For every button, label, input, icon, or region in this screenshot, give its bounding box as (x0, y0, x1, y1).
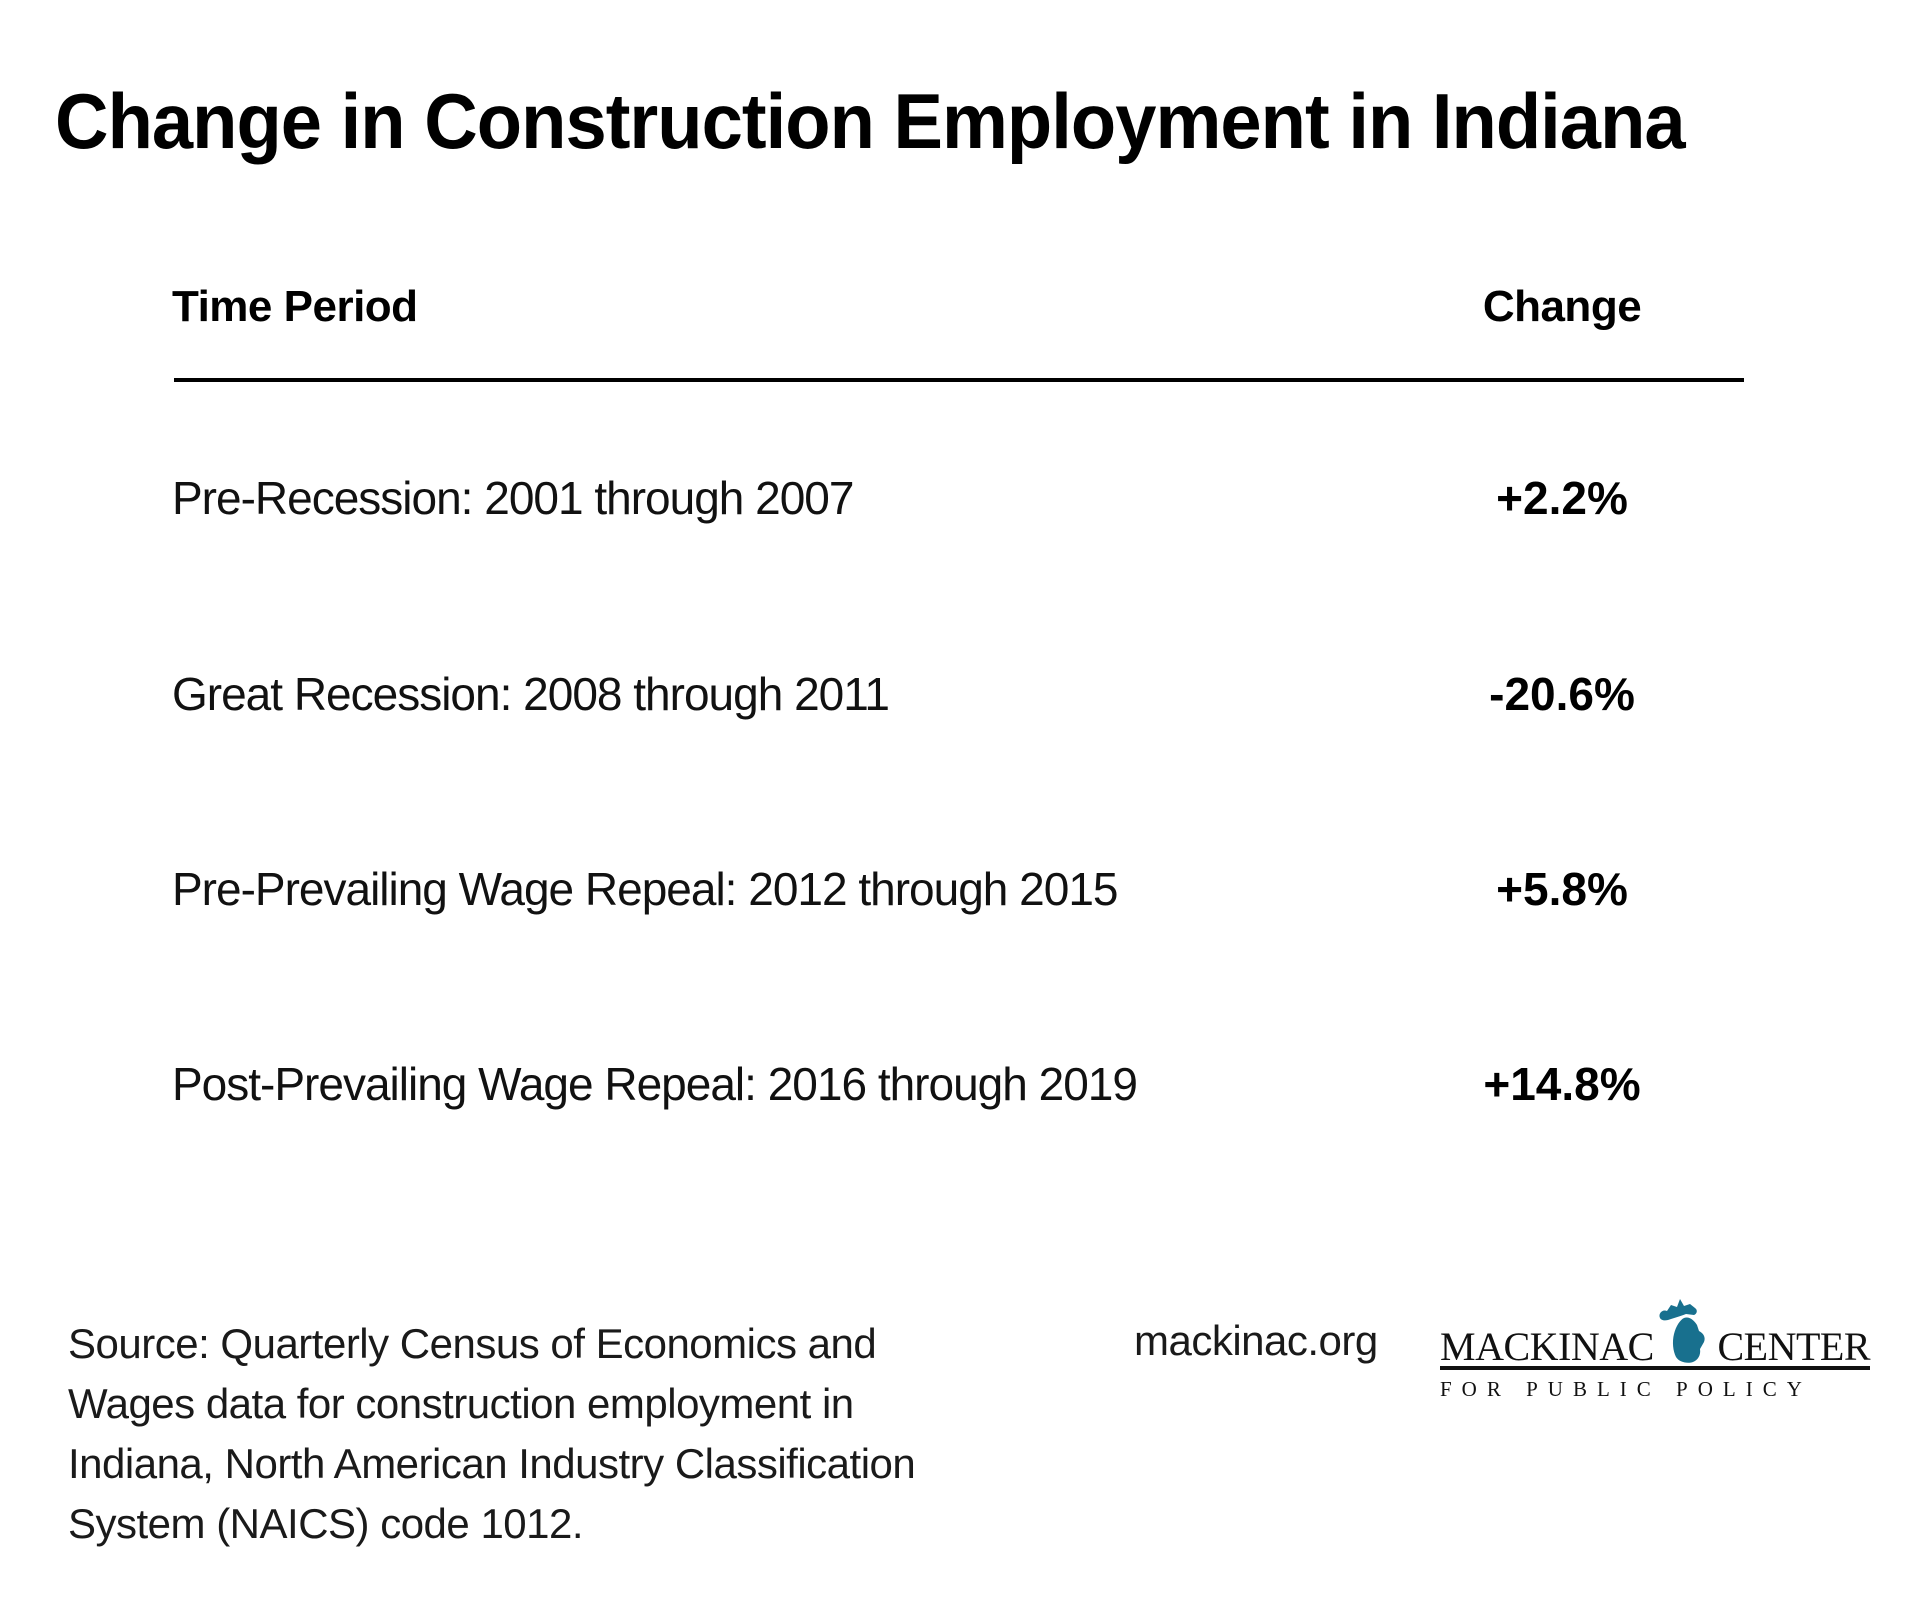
website-url: mackinac.org (1134, 1317, 1378, 1364)
column-header-time-period: Time Period (172, 282, 418, 331)
column-header-change: Change (1482, 282, 1642, 331)
table-row-period-pre-repeal: Pre-Prevailing Wage Repeal: 2012 through… (172, 863, 1118, 915)
logo-word-center: CENTER (1717, 1324, 1870, 1370)
michigan-state-icon (1659, 1299, 1705, 1363)
source-line: System (NAICS) code 1012. (68, 1500, 584, 1547)
source-line: Wages data for construction employment i… (68, 1380, 854, 1427)
mackinac-center-logo: MACKINAC CENTER FOR PUBLIC POLICY (1440, 1294, 1870, 1402)
table-row-period-post-repeal: Post-Prevailing Wage Repeal: 2016 throug… (172, 1058, 1138, 1110)
table-row-period-great-recession: Great Recession: 2008 through 2011 (172, 668, 890, 720)
logo-word-mackinac: MACKINAC (1440, 1324, 1654, 1370)
table-row-change-great-recession: -20.6% (1489, 668, 1635, 720)
source-line: Source: Quarterly Census of Economics an… (68, 1320, 877, 1367)
source-line: Indiana, North American Industry Classif… (68, 1440, 916, 1487)
page-title: Change in Construction Employment in Ind… (55, 77, 1686, 166)
logo-name-row: MACKINAC CENTER (1440, 1294, 1870, 1370)
source-note: Source: Quarterly Census of Economics an… (68, 1314, 916, 1554)
table-row-change-pre-recession: +2.2% (1496, 472, 1628, 524)
logo-tagline: FOR PUBLIC POLICY (1440, 1377, 1812, 1401)
table-row-change-pre-repeal: +5.8% (1496, 863, 1628, 915)
table-row-change-post-repeal: +14.8% (1483, 1058, 1641, 1110)
header-divider-line (174, 378, 1744, 382)
table-row-period-pre-recession: Pre-Recession: 2001 through 2007 (172, 472, 854, 524)
